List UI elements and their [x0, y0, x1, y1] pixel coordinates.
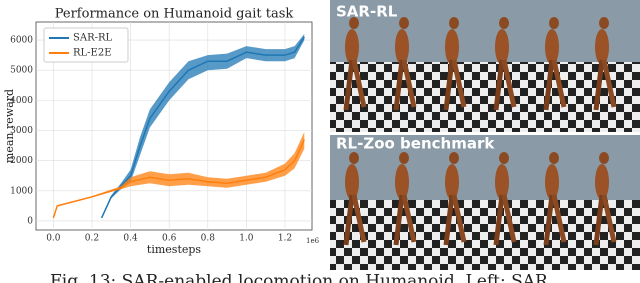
confidence-band: [101, 34, 305, 218]
y-tick-label: 1000: [10, 186, 33, 196]
humanoid-leg: [393, 194, 405, 246]
legend-label: SAR-RL: [73, 33, 113, 44]
y-tick-label: 3000: [10, 126, 33, 136]
humanoid-head: [549, 17, 559, 29]
humanoid-head: [449, 17, 459, 29]
humanoid-leg: [443, 194, 455, 246]
humanoid-leg: [451, 59, 467, 108]
humanoid-body: [495, 164, 509, 200]
humanoid-head: [549, 152, 559, 164]
humanoid-body: [445, 29, 459, 65]
humanoid-body: [545, 29, 559, 65]
humanoid-leg: [401, 59, 417, 108]
humanoid-head: [449, 152, 459, 164]
humanoid-leg: [351, 59, 367, 108]
legend-label: RL-E2E: [73, 48, 112, 59]
x-tick-label: 0.0: [46, 234, 61, 244]
humanoid-body: [445, 164, 459, 200]
y-axis-label: mean reward: [3, 89, 16, 163]
x-tick-label: 1.0: [239, 234, 254, 244]
y-tick-label: 4000: [10, 96, 33, 106]
humanoid-body: [345, 164, 359, 200]
x-tick-label: 1.2: [278, 234, 292, 244]
caption: Fig. 13: SAR-enabled locomotion on Human…: [50, 272, 549, 283]
humanoid-leg: [551, 194, 567, 243]
x-tick-label: 0.6: [162, 234, 177, 244]
confidence-band: [53, 132, 305, 218]
humanoid-head: [599, 152, 609, 164]
humanoid-head: [499, 17, 509, 29]
panel-label: RL-Zoo benchmark: [336, 135, 495, 153]
x-axis-label: timesteps: [147, 243, 201, 256]
humanoid-leg: [543, 59, 555, 111]
humanoid-body: [495, 29, 509, 65]
humanoid-leg: [443, 59, 455, 111]
series-line: [100, 36, 305, 219]
y-tick-label: 6000: [10, 36, 33, 46]
humanoid-leg: [493, 194, 505, 246]
humanoid-head: [599, 17, 609, 29]
humanoid-leg: [551, 59, 567, 108]
humanoid-body: [545, 164, 559, 200]
humanoids: [343, 17, 617, 246]
panel-bottom: [330, 135, 640, 270]
humanoid-leg: [501, 194, 517, 243]
humanoid-leg: [593, 59, 605, 111]
humanoid-leg: [451, 194, 467, 243]
humanoid-head: [349, 17, 359, 29]
humanoid-leg: [393, 59, 405, 111]
humanoid-body: [395, 164, 409, 200]
y-tick-label: 0: [27, 216, 33, 226]
panel-top: [330, 0, 640, 132]
x-tick-label: 0.2: [85, 234, 99, 244]
series-line: [52, 139, 305, 219]
y-tick-label: 2000: [10, 156, 33, 166]
humanoid-leg: [351, 194, 367, 243]
x-tick-label: 0.4: [123, 234, 138, 244]
x-tick-label: 0.8: [201, 234, 216, 244]
humanoid-leg: [601, 59, 617, 108]
humanoid-body: [595, 164, 609, 200]
humanoid-head: [349, 152, 359, 164]
humanoid-leg: [401, 194, 417, 243]
humanoid-leg: [601, 194, 617, 243]
humanoid-leg: [493, 59, 505, 111]
humanoid-body: [395, 29, 409, 65]
humanoid-leg: [543, 194, 555, 246]
y-tick-label: 5000: [10, 66, 33, 76]
humanoid-leg: [343, 59, 355, 111]
chart-title: Performance on Humanoid gait task: [55, 7, 294, 22]
humanoid-leg: [501, 59, 517, 108]
humanoid-body: [345, 29, 359, 65]
humanoid-leg: [593, 194, 605, 246]
panel-label: SAR-RL: [336, 3, 398, 21]
humanoid-head: [399, 152, 409, 164]
x-offset-label: 1e6: [306, 237, 320, 245]
humanoid-body: [595, 29, 609, 65]
humanoid-head: [499, 152, 509, 164]
humanoid-head: [399, 17, 409, 29]
humanoid-leg: [343, 194, 355, 246]
